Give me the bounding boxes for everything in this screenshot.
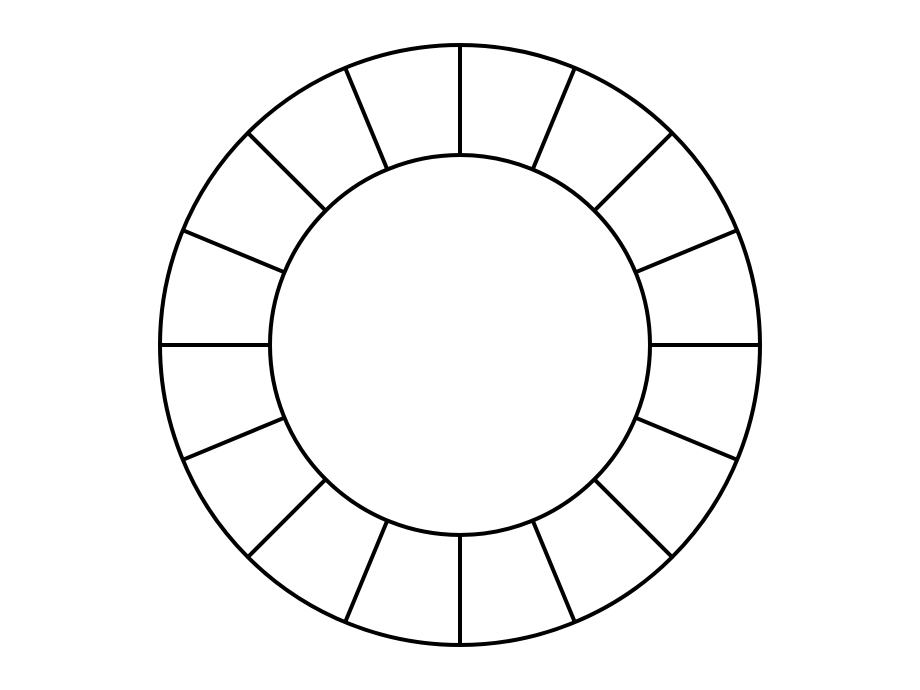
ring-spoke [248, 133, 326, 211]
ring-spoke [636, 418, 738, 460]
segmented-ring-diagram [0, 0, 920, 690]
ring-spoke [636, 230, 738, 272]
ring-spoke [183, 418, 285, 460]
ring-spoke [183, 230, 285, 272]
ring-spoke [345, 68, 387, 170]
ring-spoke [248, 479, 326, 557]
inner-circle [270, 155, 650, 535]
ring-spoke [594, 479, 672, 557]
ring-spoke [533, 521, 575, 623]
ring-spoke [533, 68, 575, 170]
ring-spoke [345, 521, 387, 623]
ring-spoke [594, 133, 672, 211]
